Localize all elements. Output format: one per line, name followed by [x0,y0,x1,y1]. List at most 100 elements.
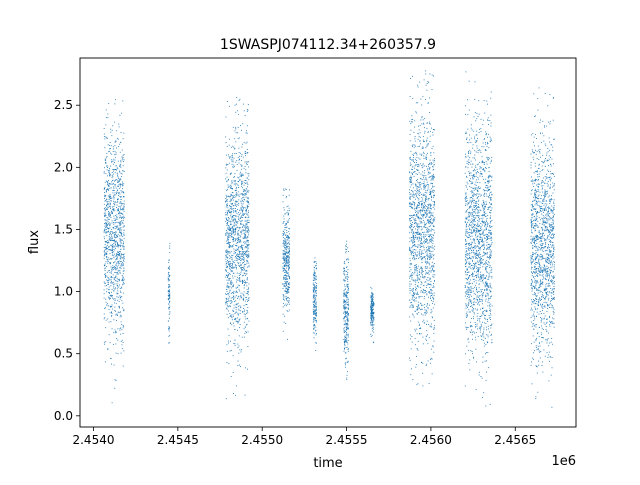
data-point [372,292,374,294]
data-point [111,363,112,365]
data-point [106,201,108,203]
data-point [123,241,124,243]
data-point [416,170,418,171]
data-point [116,219,118,220]
data-point [347,306,349,308]
data-point [421,104,423,106]
data-point [110,306,112,308]
data-point [282,194,284,196]
data-point [370,333,372,335]
data-point [427,131,429,133]
data-point [316,313,317,315]
data-point [235,211,237,213]
data-point [490,198,492,200]
data-point [425,213,427,215]
data-point [283,234,285,236]
data-point [116,283,118,285]
data-point [122,203,124,205]
data-point [239,193,241,195]
data-point [105,136,107,138]
data-point [285,241,287,243]
data-point [230,173,231,174]
data-point [117,181,119,183]
data-point [103,167,105,169]
data-point [286,235,288,237]
data-point [231,203,233,205]
data-point [416,169,418,170]
data-point [425,251,427,253]
data-point [230,256,232,258]
data-point [419,233,420,235]
data-point [231,317,233,319]
data-point [414,265,415,267]
data-point [225,116,227,118]
data-point [414,222,415,224]
data-point [285,189,287,191]
data-point [409,359,411,361]
data-point [123,225,125,227]
data-point [288,265,290,267]
data-point [428,248,430,250]
data-point [117,176,119,178]
data-point [282,284,284,285]
data-point [242,200,243,202]
data-point [284,213,286,215]
data-point [372,304,374,306]
data-point [107,270,109,272]
data-point [428,212,430,214]
data-point [415,254,417,256]
data-point [168,326,170,328]
data-point [231,209,233,211]
data-point [415,164,417,166]
data-point [429,223,431,225]
data-point [344,335,346,337]
data-point [286,265,288,267]
data-point [417,229,419,231]
data-point [116,234,118,236]
data-point [235,210,237,212]
data-point [411,250,412,252]
data-point [422,362,424,364]
data-point [433,168,435,170]
data-point [117,210,119,212]
data-point [120,239,122,240]
data-point [168,298,170,299]
data-point [421,238,422,240]
data-point [232,309,234,311]
data-point [115,310,117,312]
data-point [245,233,246,235]
data-point [428,212,430,214]
data-point [416,313,418,315]
data-point [288,286,289,288]
data-point [431,358,433,360]
data-point [465,243,467,245]
data-point [245,330,247,332]
data-point [287,292,289,294]
data-point [371,316,373,318]
data-point [245,227,247,229]
data-point [411,240,413,242]
data-point [122,263,124,265]
data-point [344,280,346,282]
data-point [286,257,288,259]
data-point [429,207,431,209]
data-point [168,303,170,305]
data-point [432,131,434,133]
data-point [237,184,239,186]
data-point [424,267,426,269]
data-point [371,310,372,312]
data-point [106,216,108,218]
data-point [430,230,432,232]
data-point [417,232,419,234]
data-point [240,239,241,241]
data-point [117,270,119,272]
data-point [234,200,236,202]
data-point [314,310,316,311]
data-point [433,319,435,321]
data-point [122,183,123,185]
data-point [431,245,433,247]
data-point [422,171,424,173]
data-point [286,278,288,280]
data-point [347,318,349,320]
data-point [226,199,228,201]
